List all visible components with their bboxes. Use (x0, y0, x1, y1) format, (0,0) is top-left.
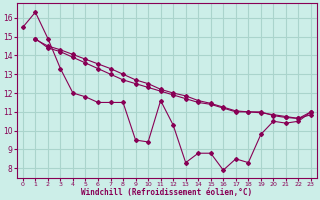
X-axis label: Windchill (Refroidissement éolien,°C): Windchill (Refroidissement éolien,°C) (81, 188, 252, 197)
